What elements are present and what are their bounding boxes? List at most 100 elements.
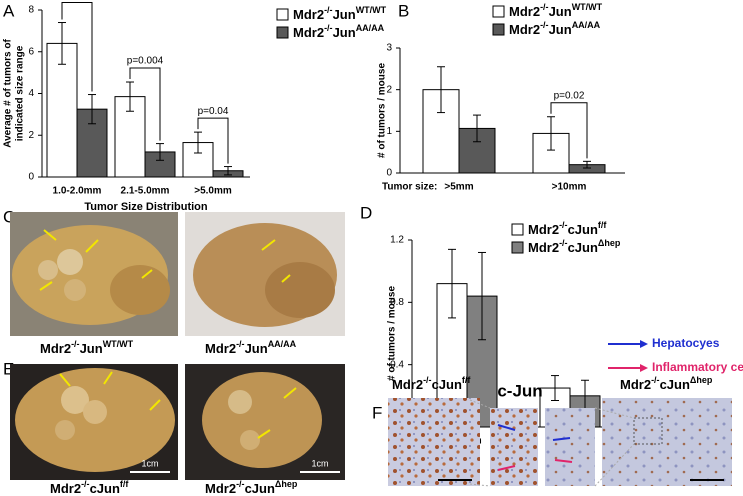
panel-label: E: [3, 359, 14, 378]
label-part: cJun: [245, 481, 275, 496]
panel-label: A: [3, 1, 15, 20]
x-axis-label: Tumor Size Distribution: [84, 201, 208, 213]
p-value: p=0.004: [127, 56, 164, 67]
superscript: -/-: [540, 20, 549, 30]
liver: [202, 372, 322, 468]
error-bar: [156, 143, 164, 161]
photo-caption: Mdr2-/-JunAA/AA: [205, 339, 297, 356]
label-part: Mdr2: [205, 481, 236, 496]
superscript: Δhep: [690, 375, 713, 385]
photo-caption: Mdr2-/-cJunf/f: [392, 375, 471, 392]
micrograph-title: c-Jun: [497, 381, 542, 400]
error-bar: [437, 66, 445, 114]
y-tick-label: 1: [386, 126, 392, 137]
y-tick-label: 2: [386, 84, 392, 95]
label-part: cJun: [90, 481, 120, 496]
legend-swatch: [492, 5, 505, 18]
p-value: p=0.02: [62, 0, 93, 1]
superscript: -/-: [423, 375, 432, 385]
label-part: Jun: [333, 25, 356, 40]
micrograph: [602, 398, 732, 486]
panel-label: D: [360, 203, 372, 222]
y-tick-label: 1.2: [390, 235, 404, 246]
p-value: p=0.04: [198, 106, 229, 117]
y-axis-label: indicated size range: [15, 45, 26, 141]
superscript: -/-: [236, 479, 245, 489]
micrograph: [388, 398, 480, 486]
significance-bracket: [197, 117, 229, 164]
label-part: Jun: [80, 341, 103, 356]
x-tick-label: 1.0-2.0mm: [53, 186, 102, 197]
panel-label: B: [398, 1, 409, 20]
superscript: -/-: [559, 220, 568, 230]
superscript: -/-: [651, 375, 660, 385]
superscript: -/-: [236, 339, 245, 349]
x-prefix: Tumor size:: [382, 182, 437, 193]
legend-swatch: [492, 23, 505, 36]
label-part: cJun: [568, 222, 598, 237]
superscript: -/-: [540, 2, 549, 12]
label-part: Mdr2: [509, 22, 540, 37]
superscript: f/f: [598, 220, 607, 230]
legend-swatch: [276, 26, 289, 39]
label-part: Mdr2: [528, 222, 559, 237]
label-part: cJun: [432, 377, 462, 392]
superscript: AA/AA: [356, 23, 385, 33]
superscript: -/-: [559, 238, 568, 248]
label-part: Mdr2: [528, 240, 559, 255]
error-bar: [448, 248, 456, 319]
superscript: -/-: [71, 339, 80, 349]
y-tick-label: 0.4: [390, 359, 404, 370]
photo-caption: Mdr2-/-cJunf/f: [50, 479, 129, 496]
y-axis-label: Average # of tumors of: [3, 39, 14, 148]
legend-label: Hepatocyes: [652, 336, 720, 350]
superscript: -/-: [324, 5, 333, 15]
error-bar: [583, 160, 591, 169]
legend-swatch: [511, 223, 524, 236]
error-bar: [88, 94, 96, 125]
significance-bracket: [550, 102, 588, 159]
error-bar: [547, 116, 555, 151]
label-part: Mdr2: [620, 377, 651, 392]
label-part: Mdr2: [40, 341, 71, 356]
y-axis-label: # of tumors / mouse: [377, 63, 388, 158]
photo-caption: Mdr2-/-cJunΔhep: [205, 479, 298, 496]
error-bar: [126, 81, 134, 112]
legend-swatch: [276, 8, 289, 21]
legend-label: Mdr2-/-cJunf/f: [528, 220, 607, 237]
error-bar: [58, 22, 66, 65]
y-tick-label: 2: [28, 130, 34, 141]
superscript: WT/WT: [103, 339, 134, 349]
photo-caption: Mdr2-/-cJunΔhep: [620, 375, 713, 392]
superscript: f/f: [462, 375, 471, 385]
superscript: AA/AA: [268, 339, 297, 349]
label-part: Mdr2: [392, 377, 423, 392]
superscript: -/-: [324, 23, 333, 33]
error-bar: [478, 251, 486, 341]
y-tick-label: 0: [28, 172, 34, 183]
error-bar: [224, 166, 232, 176]
y-tick-label: 6: [28, 46, 34, 57]
y-tick-label: 0.8: [390, 297, 404, 308]
label-part: cJun: [660, 377, 690, 392]
y-tick-label: 0: [386, 168, 392, 179]
x-tick-label: >5mm: [444, 182, 473, 193]
label-part: Mdr2: [293, 7, 324, 22]
significance-bracket: [129, 67, 161, 141]
label-part: Mdr2: [205, 341, 236, 356]
scale-label: 1cm: [311, 458, 328, 468]
legend-label: Mdr2-/-JunWT/WT: [509, 2, 603, 19]
label-part: Jun: [333, 7, 356, 22]
scale-label: 1cm: [141, 458, 158, 468]
micrograph: [545, 408, 595, 486]
label-part: Mdr2: [293, 25, 324, 40]
photo-caption: Mdr2-/-JunWT/WT: [40, 339, 134, 356]
legend-label: Mdr2-/-JunWT/WT: [293, 5, 387, 22]
superscript: -/-: [81, 479, 90, 489]
superscript: AA/AA: [572, 20, 601, 30]
legend-label: Inflammatory cells: [652, 360, 743, 374]
superscript: WT/WT: [572, 2, 603, 12]
label-part: Jun: [549, 22, 572, 37]
y-tick-label: 4: [28, 88, 34, 99]
